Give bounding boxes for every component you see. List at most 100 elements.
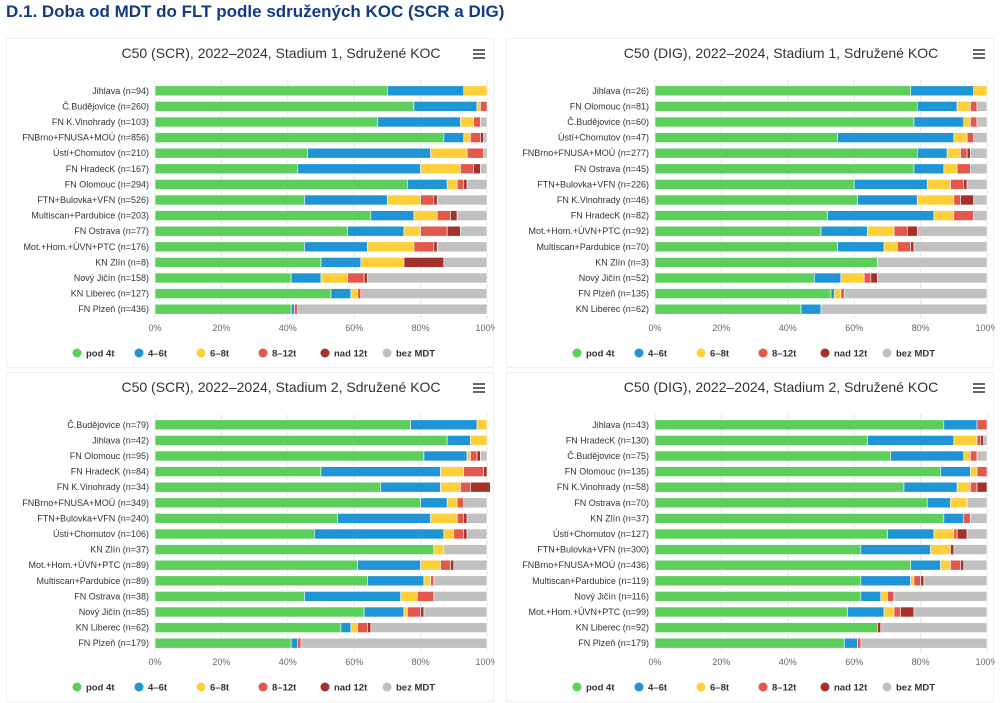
- bar-segment-pod-4t[interactable]: [654, 85, 911, 97]
- bar-segment-nad-12t[interactable]: [960, 559, 965, 571]
- bar-segment-8-12t[interactable]: [470, 450, 478, 462]
- bar-segment-nad-12t[interactable]: [463, 513, 468, 524]
- legend-item-bez-mdt[interactable]: bez MDT: [882, 348, 936, 360]
- bar-segment-pod-4t[interactable]: [154, 419, 411, 431]
- bar-segment-6-8t[interactable]: [400, 591, 418, 602]
- bar-segment-8-12t[interactable]: [460, 163, 475, 175]
- bar-segment-pod-4t[interactable]: [654, 101, 918, 112]
- bar-segment-8-12t[interactable]: [863, 272, 872, 284]
- bar-segment-bez-mdt[interactable]: [893, 591, 988, 602]
- bar-segment-bez-mdt[interactable]: [466, 513, 488, 524]
- bar-segment-bez-mdt[interactable]: [433, 575, 488, 587]
- bar-segment-8-12t[interactable]: [436, 210, 451, 221]
- bar-segment-pod-4t[interactable]: [654, 481, 905, 493]
- bar-segment-pod-4t[interactable]: [654, 132, 838, 143]
- bar-segment-4-6t[interactable]: [926, 497, 951, 509]
- bar-segment-4-6t[interactable]: [423, 450, 468, 462]
- chart-menu-icon[interactable]: [471, 379, 489, 395]
- bar-segment-pod-4t[interactable]: [154, 288, 332, 299]
- bar-segment-8-12t[interactable]: [970, 116, 978, 128]
- bar-segment-4-6t[interactable]: [347, 225, 405, 237]
- legend-item-4-6t[interactable]: 4–6t: [634, 348, 668, 360]
- bar-segment-6-8t[interactable]: [423, 575, 431, 587]
- bar-segment-4-6t[interactable]: [297, 163, 421, 175]
- bar-segment-pod-4t[interactable]: [654, 225, 822, 237]
- bar-segment-8-12t[interactable]: [294, 303, 299, 315]
- bar-segment-6-8t[interactable]: [403, 606, 408, 618]
- bar-segment-pod-4t[interactable]: [154, 575, 368, 587]
- bar-segment-4-6t[interactable]: [337, 513, 431, 524]
- bar-segment-4-6t[interactable]: [304, 241, 368, 253]
- bar-segment-6-8t[interactable]: [403, 225, 421, 237]
- bar-segment-8-12t[interactable]: [466, 147, 484, 159]
- bar-segment-nad-12t[interactable]: [870, 272, 878, 284]
- bar-segment-pod-4t[interactable]: [654, 497, 928, 509]
- bar-segment-4-6t[interactable]: [387, 85, 465, 97]
- bar-segment-bez-mdt[interactable]: [966, 528, 988, 540]
- bar-segment-4-6t[interactable]: [860, 544, 931, 555]
- bar-segment-bez-mdt[interactable]: [463, 497, 488, 509]
- bar-segment-pod-4t[interactable]: [654, 163, 915, 175]
- bar-segment-bez-mdt[interactable]: [460, 225, 488, 237]
- bar-segment-4-6t[interactable]: [446, 435, 471, 446]
- bar-segment-4-6t[interactable]: [377, 116, 461, 128]
- bar-segment-bez-mdt[interactable]: [923, 575, 988, 587]
- bar-segment-pod-4t[interactable]: [654, 591, 862, 602]
- bar-segment-6-8t[interactable]: [420, 559, 441, 571]
- bar-segment-nad-12t[interactable]: [433, 194, 438, 206]
- bar-segment-nad-12t[interactable]: [877, 622, 882, 633]
- bar-segment-pod-4t[interactable]: [154, 481, 382, 493]
- bar-segment-6-8t[interactable]: [463, 132, 471, 143]
- bar-segment-8-12t[interactable]: [976, 419, 988, 431]
- legend-item-pod-4t[interactable]: pod 4t: [572, 682, 616, 694]
- bar-segment-8-12t[interactable]: [970, 481, 978, 493]
- bar-segment-6-8t[interactable]: [933, 528, 955, 540]
- bar-segment-6-8t[interactable]: [953, 435, 978, 446]
- bar-segment-nad-12t[interactable]: [956, 528, 968, 540]
- bar-segment-8-12t[interactable]: [976, 466, 988, 477]
- bar-segment-8-12t[interactable]: [430, 575, 435, 587]
- bar-segment-8-12t[interactable]: [897, 241, 911, 253]
- bar-segment-bez-mdt[interactable]: [433, 591, 488, 602]
- bar-segment-pod-4t[interactable]: [154, 544, 435, 555]
- bar-segment-pod-4t[interactable]: [654, 528, 888, 540]
- bar-segment-6-8t[interactable]: [963, 450, 971, 462]
- bar-segment-bez-mdt[interactable]: [966, 179, 988, 190]
- bar-segment-6-8t[interactable]: [883, 241, 898, 253]
- bar-segment-bez-mdt[interactable]: [963, 559, 988, 571]
- bar-segment-4-6t[interactable]: [820, 225, 868, 237]
- bar-segment-bez-mdt[interactable]: [370, 622, 488, 633]
- bar-segment-bez-mdt[interactable]: [480, 116, 488, 128]
- bar-segment-8-12t[interactable]: [357, 288, 362, 299]
- legend-item-pod-4t[interactable]: pod 4t: [72, 348, 116, 360]
- bar-segment-6-8t[interactable]: [833, 288, 842, 299]
- chart-menu-icon[interactable]: [971, 45, 989, 61]
- bar-segment-bez-mdt[interactable]: [983, 435, 988, 446]
- bar-segment-bez-mdt[interactable]: [443, 257, 488, 268]
- bar-segment-nad-12t[interactable]: [463, 179, 468, 190]
- bar-segment-bez-mdt[interactable]: [360, 288, 488, 299]
- bar-segment-4-6t[interactable]: [827, 210, 935, 221]
- bar-segment-8-12t[interactable]: [970, 101, 978, 112]
- bar-segment-4-6t[interactable]: [860, 591, 882, 602]
- bar-segment-bez-mdt[interactable]: [966, 497, 988, 509]
- bar-segment-6-8t[interactable]: [943, 163, 958, 175]
- bar-segment-pod-4t[interactable]: [654, 544, 862, 555]
- legend-item-bez-mdt[interactable]: bez MDT: [382, 348, 436, 360]
- bar-segment-bez-mdt[interactable]: [860, 637, 988, 649]
- bar-segment-4-6t[interactable]: [847, 606, 885, 618]
- bar-segment-bez-mdt[interactable]: [843, 288, 988, 299]
- bar-segment-nad-12t[interactable]: [966, 147, 971, 159]
- bar-segment-nad-12t[interactable]: [900, 606, 915, 618]
- legend-item-nad-12t[interactable]: nad 12t: [320, 682, 369, 694]
- bar-segment-8-12t[interactable]: [893, 606, 901, 618]
- bar-segment-4-6t[interactable]: [913, 116, 965, 128]
- bar-segment-6-8t[interactable]: [880, 591, 888, 602]
- bar-segment-6-8t[interactable]: [420, 163, 461, 175]
- bar-segment-4-6t[interactable]: [307, 147, 431, 159]
- bar-segment-6-8t[interactable]: [973, 85, 988, 97]
- bar-segment-6-8t[interactable]: [963, 116, 971, 128]
- bar-segment-6-8t[interactable]: [867, 225, 895, 237]
- legend-item-pod-4t[interactable]: pod 4t: [572, 348, 616, 360]
- bar-segment-nad-12t[interactable]: [976, 481, 988, 493]
